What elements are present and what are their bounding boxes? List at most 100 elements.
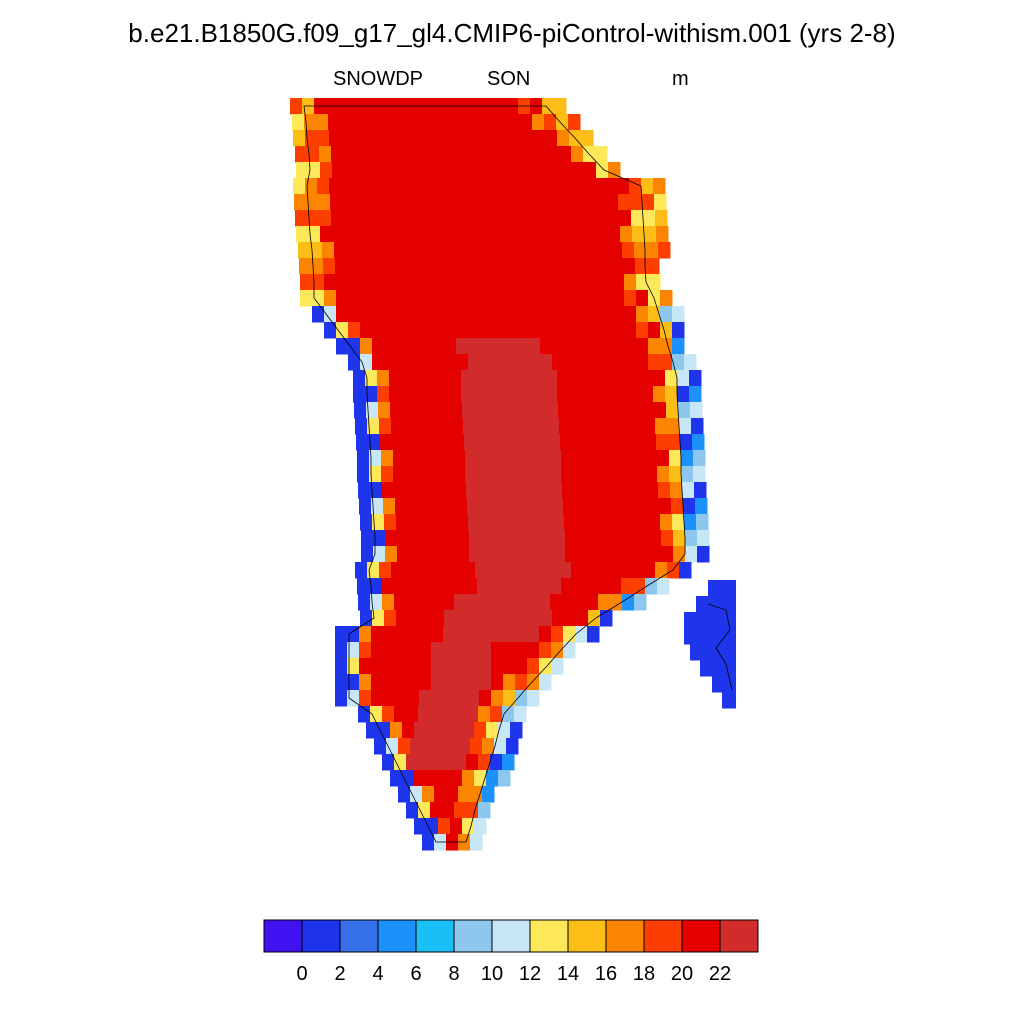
- map-cell: [396, 306, 409, 323]
- map-cell: [523, 562, 536, 579]
- map-cell: [402, 722, 415, 739]
- map-cell: [609, 466, 622, 483]
- map-cell: [587, 626, 600, 643]
- map-cell: [573, 450, 586, 467]
- map-cell: [672, 338, 685, 355]
- map-cell: [510, 194, 523, 211]
- map-cell: [465, 450, 478, 467]
- map-cell: [588, 514, 601, 531]
- map-cell: [474, 402, 487, 419]
- map-cell: [535, 562, 548, 579]
- map-cell: [537, 466, 550, 483]
- map-cell: [391, 210, 404, 227]
- map-cell: [582, 194, 595, 211]
- map-cell: [549, 466, 562, 483]
- map-cell: [573, 578, 586, 595]
- colorbar-box: [681, 919, 721, 953]
- map-cell: [409, 546, 422, 563]
- map-cell: [370, 594, 383, 611]
- map-cell: [622, 594, 635, 611]
- map-cell: [404, 162, 417, 179]
- map-cell: [600, 274, 613, 291]
- map-cell: [681, 466, 694, 483]
- map-cell: [348, 322, 361, 339]
- map-cell: [382, 482, 395, 499]
- colorbar-box: [301, 919, 341, 953]
- map-cell: [670, 482, 683, 499]
- map-cell: [545, 370, 558, 387]
- map-cell: [419, 498, 432, 515]
- map-cell: [293, 178, 306, 195]
- map-cell: [535, 210, 548, 227]
- map-cell: [372, 354, 385, 371]
- map-cell: [658, 482, 671, 499]
- map-cell: [588, 338, 601, 355]
- map-cell: [508, 114, 521, 131]
- map-cell: [358, 706, 371, 723]
- map-cell: [442, 754, 455, 771]
- map-cell: [551, 626, 564, 643]
- map-cell: [389, 178, 402, 195]
- map-cell: [353, 178, 366, 195]
- map-cell: [514, 594, 527, 611]
- map-cell: [528, 290, 541, 307]
- map-cell: [679, 562, 692, 579]
- map-cell: [404, 226, 417, 243]
- map-cell: [418, 706, 431, 723]
- map-cell: [587, 258, 600, 275]
- map-cell: [610, 594, 623, 611]
- map-cell: [526, 482, 539, 499]
- map-cell: [308, 226, 321, 243]
- map-cell: [441, 466, 454, 483]
- map-cell: [417, 578, 430, 595]
- map-cell: [539, 626, 552, 643]
- map-cell: [455, 498, 468, 515]
- map-cell: [558, 194, 571, 211]
- map-cell: [476, 226, 489, 243]
- map-cell: [407, 642, 420, 659]
- map-cell: [428, 162, 441, 179]
- map-cell: [359, 498, 372, 515]
- map-cell: [546, 194, 559, 211]
- map-cell: [600, 322, 613, 339]
- map-cell: [444, 274, 457, 291]
- colorbar-box: [605, 919, 645, 953]
- map-cell: [661, 546, 674, 563]
- map-cell: [323, 258, 336, 275]
- map-cell: [449, 130, 462, 147]
- map-cell: [697, 546, 710, 563]
- map-cell: [378, 194, 391, 211]
- map-cell: [540, 306, 553, 323]
- map-cell: [633, 578, 646, 595]
- map-cell: [427, 146, 440, 163]
- map-cell: [533, 386, 546, 403]
- map-cell: [503, 626, 516, 643]
- map-cell: [540, 338, 553, 355]
- map-cell: [348, 274, 361, 291]
- map-cell: [669, 466, 682, 483]
- map-cell: [373, 530, 386, 547]
- map-cell: [481, 530, 494, 547]
- map-cell: [576, 354, 589, 371]
- map-cell: [608, 434, 621, 451]
- map-cell: [559, 146, 572, 163]
- map-cell: [547, 210, 560, 227]
- map-cell: [396, 514, 409, 531]
- map-cell: [515, 674, 528, 691]
- map-cell: [500, 162, 513, 179]
- map-cell: [503, 258, 516, 275]
- map-cell: [425, 130, 438, 147]
- map-cell: [564, 322, 577, 339]
- map-cell: [386, 738, 399, 755]
- map-cell: [355, 562, 368, 579]
- map-cell: [384, 322, 397, 339]
- map-cell: [516, 338, 529, 355]
- map-cell: [677, 386, 690, 403]
- map-cell: [540, 290, 553, 307]
- map-cell: [485, 178, 498, 195]
- map-cell: [511, 210, 524, 227]
- map-cell: [347, 626, 360, 643]
- map-cell: [454, 482, 467, 499]
- map-cell: [292, 114, 305, 131]
- map-cell: [480, 290, 493, 307]
